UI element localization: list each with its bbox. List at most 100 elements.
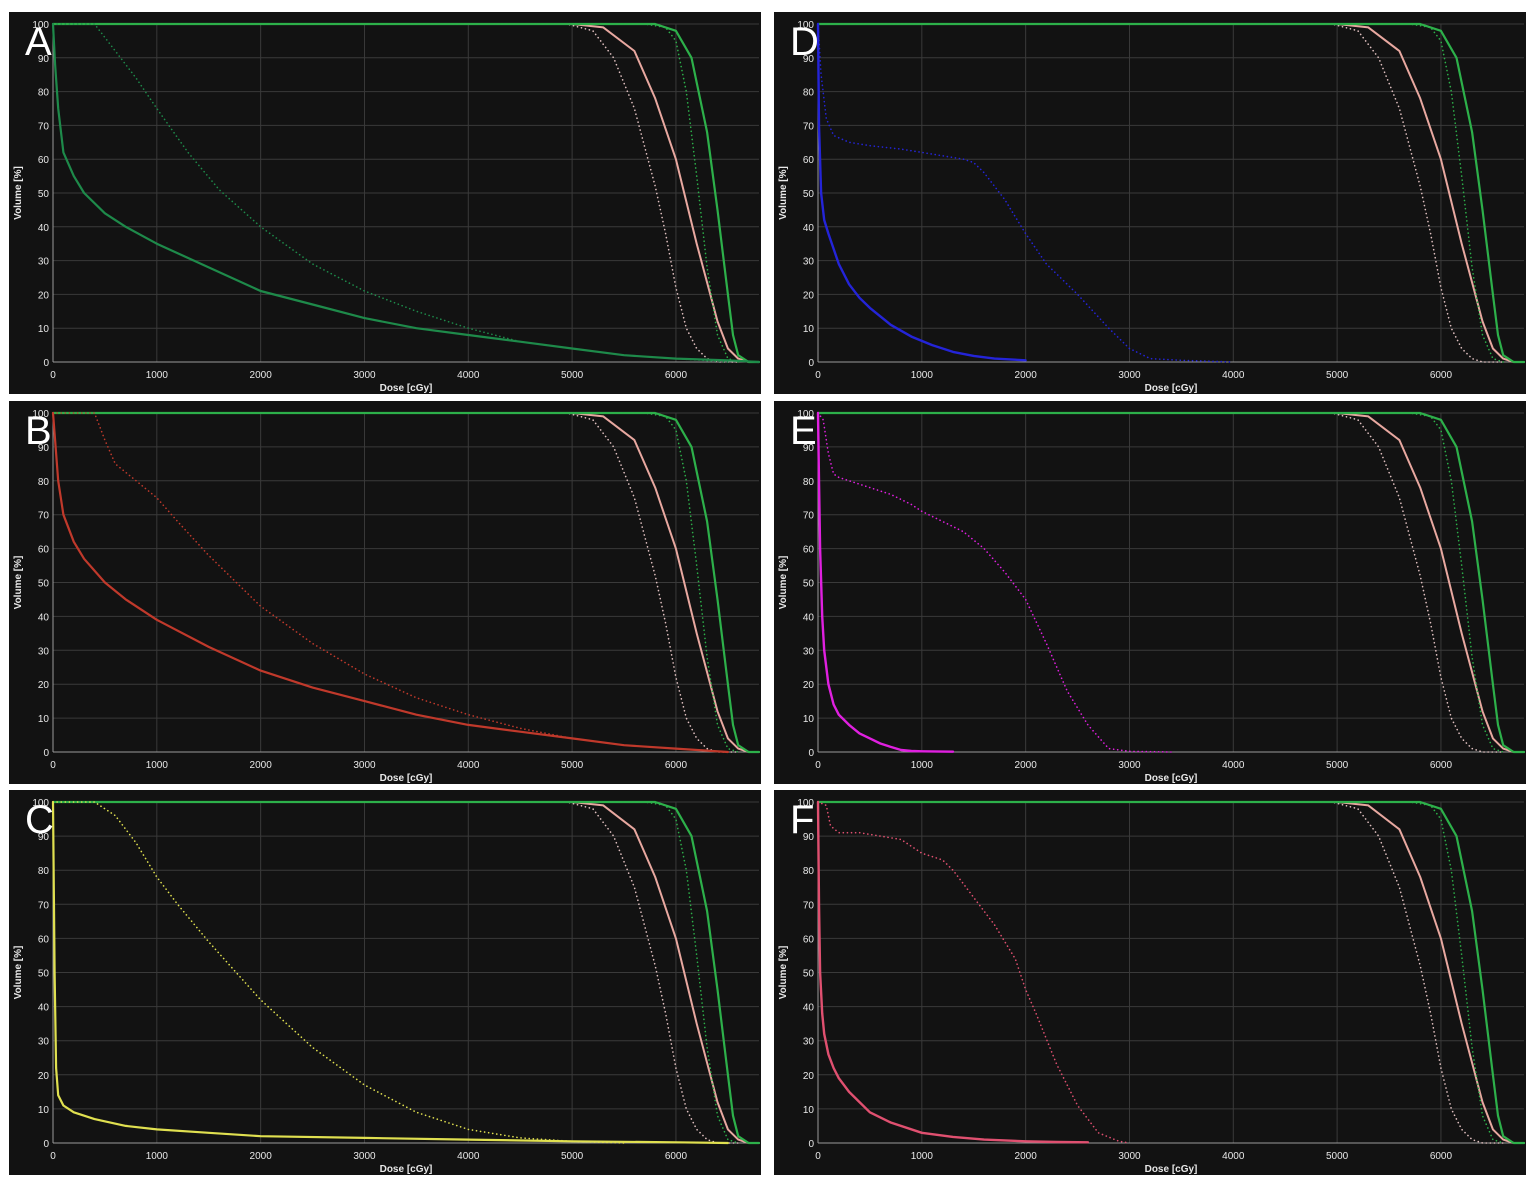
series-line-1 — [817, 23, 1525, 363]
x-tick-label: 6000 — [665, 760, 688, 771]
series-line-2 — [52, 23, 740, 363]
y-tick-label: 40 — [803, 223, 815, 234]
panel-f: 0 1000 2000 3000 4000 5000 6000 0 10 20 30 40 50 60 70… — [774, 790, 1526, 1175]
grid — [818, 23, 1524, 362]
x-tick-label: 3000 — [353, 1151, 376, 1162]
series-line-5 — [51, 22, 761, 364]
series-line-5 — [51, 800, 730, 1145]
x-tick-label: 3000 — [353, 370, 376, 381]
series-line-3 — [816, 411, 1526, 754]
y-tick-label: 60 — [38, 155, 50, 166]
panel-d: 0 1000 2000 3000 4000 5000 6000 0 10 20 30 40 50 60 70… — [774, 12, 1526, 394]
series-line-3 — [816, 800, 1526, 1145]
y-tick-label: 100 — [797, 798, 814, 809]
y-tick-label: 40 — [38, 1003, 50, 1014]
x-tick-label: 1000 — [146, 760, 169, 771]
grid — [818, 412, 1524, 752]
x-axis-title: Dose [cGy] — [380, 1164, 433, 1175]
panel-c: 0 1000 2000 3000 4000 5000 6000 0 10 20 30 40 50 60 70… — [9, 790, 761, 1175]
series-line-2 — [817, 412, 1505, 753]
x-axis-title: Dose [cGy] — [1145, 773, 1198, 784]
x-tick-label: 5000 — [1326, 1151, 1349, 1162]
dvh-chart-f: 0 1000 2000 3000 4000 5000 6000 0 10 20 30 40 50 60 70… — [778, 798, 1526, 1175]
y-tick-label: 30 — [803, 1037, 815, 1048]
y-tick-label: 30 — [803, 257, 815, 268]
series-line-4 — [52, 801, 740, 1144]
y-tick-label: 80 — [803, 88, 815, 99]
y-tick-label: 0 — [808, 358, 814, 369]
x-tick-label: 4000 — [457, 1151, 480, 1162]
x-tick-label: 6000 — [1430, 370, 1453, 381]
x-tick-label: 4000 — [1222, 760, 1245, 771]
grid — [53, 801, 759, 1143]
y-tick-label: 10 — [38, 1105, 50, 1116]
y-tick-label: 70 — [803, 511, 815, 522]
y-tick-label: 70 — [803, 121, 815, 132]
x-axis-title: Dose [cGy] — [1145, 1164, 1198, 1175]
x-tick-label: 0 — [815, 1151, 821, 1162]
series-line-2 — [52, 801, 740, 1144]
series-line-4 — [52, 412, 740, 753]
x-tick-label: 4000 — [457, 760, 480, 771]
y-tick-label: 80 — [38, 866, 50, 877]
x-tick-label: 3000 — [353, 760, 376, 771]
x-axis-title: Dose [cGy] — [380, 383, 433, 394]
y-tick-label: 60 — [38, 545, 50, 556]
series-line-4 — [817, 801, 1505, 1144]
y-tick-label: 0 — [808, 1139, 814, 1150]
panel-label-d: D — [790, 20, 819, 64]
x-tick-label: 0 — [50, 1151, 56, 1162]
y-tick-label: 40 — [803, 1003, 815, 1014]
y-tick-label: 50 — [38, 579, 50, 590]
y-tick-label: 90 — [803, 832, 815, 843]
x-tick-label: 2000 — [1015, 1151, 1038, 1162]
series-line-2 — [817, 801, 1505, 1144]
series-line-6 — [817, 412, 1172, 753]
series-line-6 — [817, 801, 1131, 1144]
x-tick-label: 3000 — [1118, 760, 1141, 771]
series-line-4 — [817, 23, 1505, 363]
y-tick-label: 60 — [803, 155, 815, 166]
series-line-3 — [51, 411, 761, 754]
y-tick-label: 50 — [803, 969, 815, 980]
x-tick-label: 1000 — [911, 760, 934, 771]
y-tick-label: 90 — [803, 443, 815, 454]
x-tick-label: 4000 — [457, 370, 480, 381]
panel-label-e: E — [790, 409, 817, 453]
series-line-3 — [51, 800, 761, 1145]
x-tick-label: 5000 — [1326, 760, 1349, 771]
x-tick-label: 1000 — [911, 1151, 934, 1162]
y-tick-label: 10 — [803, 1105, 815, 1116]
panel-label-b: B — [25, 409, 52, 453]
y-axis-title: Volume [%] — [778, 946, 789, 1000]
y-tick-label: 60 — [803, 545, 815, 556]
y-axis-title: Volume [%] — [13, 946, 24, 1000]
y-tick-label: 40 — [803, 612, 815, 623]
y-tick-label: 100 — [32, 20, 49, 31]
y-tick-label: 100 — [797, 20, 814, 31]
dvh-chart-d: 0 1000 2000 3000 4000 5000 6000 0 10 20 30 40 50 60 70… — [778, 20, 1526, 394]
x-tick-label: 0 — [50, 760, 56, 771]
y-tick-label: 10 — [803, 324, 815, 335]
y-axis-title: Volume [%] — [778, 556, 789, 610]
y-tick-label: 100 — [32, 798, 49, 809]
series-line-5 — [51, 411, 730, 754]
series-line-1 — [817, 412, 1525, 753]
grid — [818, 801, 1524, 1143]
y-tick-label: 70 — [38, 511, 50, 522]
x-tick-label: 5000 — [1326, 370, 1349, 381]
series-line-6 — [52, 412, 729, 753]
series-line-6 — [817, 23, 1235, 363]
x-tick-label: 3000 — [1118, 1151, 1141, 1162]
y-tick-label: 80 — [803, 477, 815, 488]
series-line-2 — [817, 23, 1505, 363]
y-tick-label: 100 — [32, 409, 49, 420]
series-line-1 — [52, 801, 760, 1144]
series-line-4 — [817, 412, 1505, 753]
y-axis-title: Volume [%] — [13, 556, 24, 610]
series-line-4 — [52, 23, 740, 363]
series-line-1 — [52, 23, 760, 363]
y-tick-label: 0 — [43, 1139, 49, 1150]
y-tick-label: 40 — [38, 612, 50, 623]
grid — [53, 412, 759, 752]
